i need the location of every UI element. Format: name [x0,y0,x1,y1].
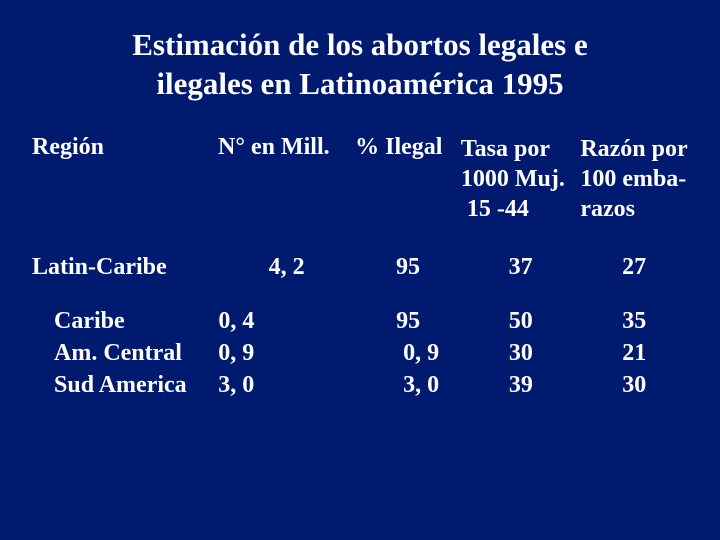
table-row: Sud America3, 03, 03930 [32,369,688,401]
cell-nmill: 3, 0 [218,369,355,401]
cell-razon: 21 [580,337,688,369]
table-row: Am. Central0, 90, 93021 [32,337,688,369]
cell-ilegal: 0, 9 [355,337,461,369]
title-line-1: Estimación de los abortos legales e [132,27,588,62]
table-row: Caribe0, 4955035 [32,305,688,337]
header-tasa-l1: Tasa por [461,136,550,162]
header-nmill: N° en Mill. [218,134,355,161]
cell-tasa: 30 [461,337,580,369]
table-section-row: Latin-Caribe 4, 2 95 37 27 [32,254,688,281]
header-region: Región [32,134,218,161]
slide: Estimación de los abortos legales e ileg… [0,0,720,540]
cell-razon: 30 [580,369,688,401]
cell-region: Caribe [32,305,218,337]
header-tasa: Tasa por 1000 Muj. 15 -44 [461,134,580,224]
section-ilegal: 95 [355,254,461,281]
cell-region: Sud America [32,369,218,401]
cell-ilegal: 95 [355,305,461,337]
section-razon: 27 [580,254,688,281]
header-ilegal: % Ilegal [355,134,461,161]
header-tasa-l3: 15 -44 [467,196,529,222]
cell-razon: 35 [580,305,688,337]
section-region: Latin-Caribe [32,254,218,281]
header-razon-l1: Razón por [580,136,687,162]
title-line-2: ilegales en Latinoamérica 1995 [156,66,563,101]
table-header-row: Región N° en Mill. % Ilegal Tasa por 100… [32,134,688,224]
header-razon: Razón por 100 emba- razos [580,134,688,224]
cell-ilegal: 3, 0 [355,369,461,401]
table-rows: Caribe0, 4955035Am. Central0, 90, 93021S… [32,305,688,402]
cell-region: Am. Central [32,337,218,369]
cell-nmill: 0, 4 [218,305,355,337]
cell-tasa: 39 [461,369,580,401]
section-nmill: 4, 2 [218,254,355,281]
header-tasa-l2: 1000 Muj. [461,166,565,192]
slide-title: Estimación de los abortos legales e ileg… [40,26,680,104]
header-razon-l3: razos [580,196,635,222]
section-tasa: 37 [461,254,580,281]
cell-tasa: 50 [461,305,580,337]
data-table: Región N° en Mill. % Ilegal Tasa por 100… [32,134,688,402]
cell-nmill: 0, 9 [218,337,355,369]
header-razon-l2: 100 emba- [580,166,686,192]
